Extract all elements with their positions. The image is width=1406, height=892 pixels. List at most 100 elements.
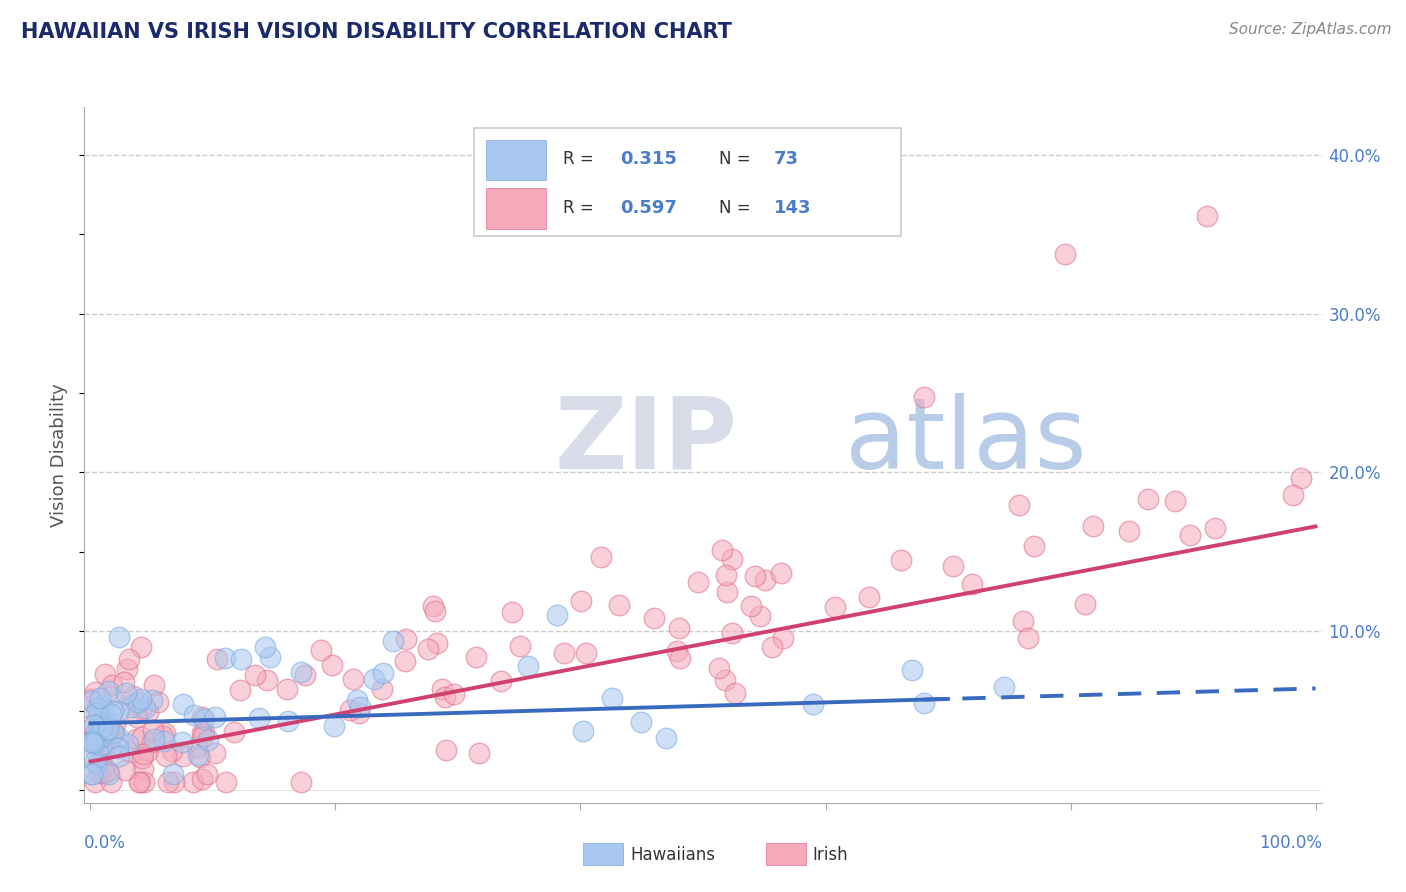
- Point: [290, 775, 312, 789]
- Point: [339, 704, 361, 718]
- Point: [824, 599, 846, 614]
- Point: [993, 681, 1015, 695]
- Point: [80, 717, 103, 731]
- Point: [1017, 631, 1039, 645]
- Point: [101, 724, 124, 739]
- Point: [214, 650, 236, 665]
- Point: [668, 651, 690, 665]
- Point: [654, 731, 676, 745]
- Text: 143: 143: [773, 199, 811, 217]
- Point: [97, 764, 120, 779]
- Point: [107, 731, 129, 745]
- Point: [87, 766, 110, 780]
- Point: [1289, 471, 1312, 485]
- Point: [247, 711, 270, 725]
- Point: [744, 568, 766, 582]
- Text: atlas: atlas: [845, 392, 1087, 490]
- Point: [607, 598, 630, 612]
- Point: [688, 575, 710, 590]
- Point: [125, 731, 148, 746]
- Point: [93, 729, 115, 743]
- Point: [112, 675, 135, 690]
- Point: [101, 726, 124, 740]
- Point: [195, 767, 218, 781]
- Point: [382, 634, 405, 648]
- Point: [468, 746, 491, 760]
- Point: [114, 763, 136, 777]
- Text: N =: N =: [718, 150, 751, 169]
- Point: [80, 767, 103, 781]
- Point: [714, 673, 737, 688]
- Point: [89, 690, 111, 705]
- Point: [1008, 498, 1031, 512]
- Point: [100, 707, 122, 722]
- Point: [630, 715, 652, 730]
- Point: [136, 744, 159, 758]
- Point: [100, 689, 122, 703]
- Point: [553, 646, 575, 660]
- Point: [425, 604, 447, 618]
- Point: [89, 755, 111, 769]
- Point: [80, 735, 103, 749]
- Point: [193, 712, 215, 726]
- Text: 0.315: 0.315: [620, 150, 676, 169]
- Point: [183, 707, 205, 722]
- Point: [143, 732, 166, 747]
- Point: [86, 729, 108, 743]
- Point: [146, 695, 169, 709]
- Text: 100.0%: 100.0%: [1258, 834, 1322, 852]
- Point: [349, 706, 371, 720]
- Point: [1083, 519, 1105, 533]
- Point: [107, 705, 129, 719]
- Point: [749, 608, 772, 623]
- Point: [160, 744, 183, 758]
- Point: [1024, 539, 1046, 553]
- Point: [914, 696, 936, 710]
- Point: [716, 585, 738, 599]
- Point: [912, 390, 935, 404]
- Point: [960, 577, 983, 591]
- Point: [134, 700, 156, 714]
- Text: ZIP: ZIP: [554, 392, 737, 490]
- Point: [120, 699, 142, 714]
- Point: [769, 566, 792, 580]
- Point: [86, 756, 108, 771]
- Point: [94, 717, 117, 731]
- Point: [254, 640, 277, 655]
- Point: [153, 734, 176, 748]
- Point: [121, 689, 143, 703]
- Point: [256, 673, 278, 687]
- Point: [1073, 598, 1095, 612]
- Point: [80, 694, 103, 708]
- Point: [710, 542, 733, 557]
- Point: [153, 726, 176, 740]
- Text: 73: 73: [773, 150, 799, 169]
- Point: [84, 684, 107, 698]
- Point: [90, 739, 112, 753]
- Point: [224, 725, 246, 739]
- Point: [97, 722, 120, 736]
- Point: [754, 573, 776, 587]
- Point: [94, 710, 117, 724]
- Point: [714, 568, 737, 582]
- Point: [152, 729, 174, 743]
- Point: [142, 678, 165, 692]
- Point: [373, 666, 395, 681]
- Point: [157, 775, 180, 789]
- Point: [90, 720, 112, 734]
- Point: [93, 760, 115, 774]
- Point: [93, 765, 115, 780]
- Point: [309, 643, 332, 657]
- Text: N =: N =: [718, 199, 751, 217]
- Point: [87, 718, 110, 732]
- Point: [108, 630, 131, 644]
- Point: [942, 558, 965, 573]
- Point: [128, 775, 150, 789]
- Point: [83, 736, 105, 750]
- Point: [163, 775, 186, 789]
- Point: [132, 775, 155, 789]
- Point: [215, 775, 238, 789]
- Point: [724, 686, 747, 700]
- Text: 0.597: 0.597: [620, 199, 676, 217]
- Point: [259, 650, 281, 665]
